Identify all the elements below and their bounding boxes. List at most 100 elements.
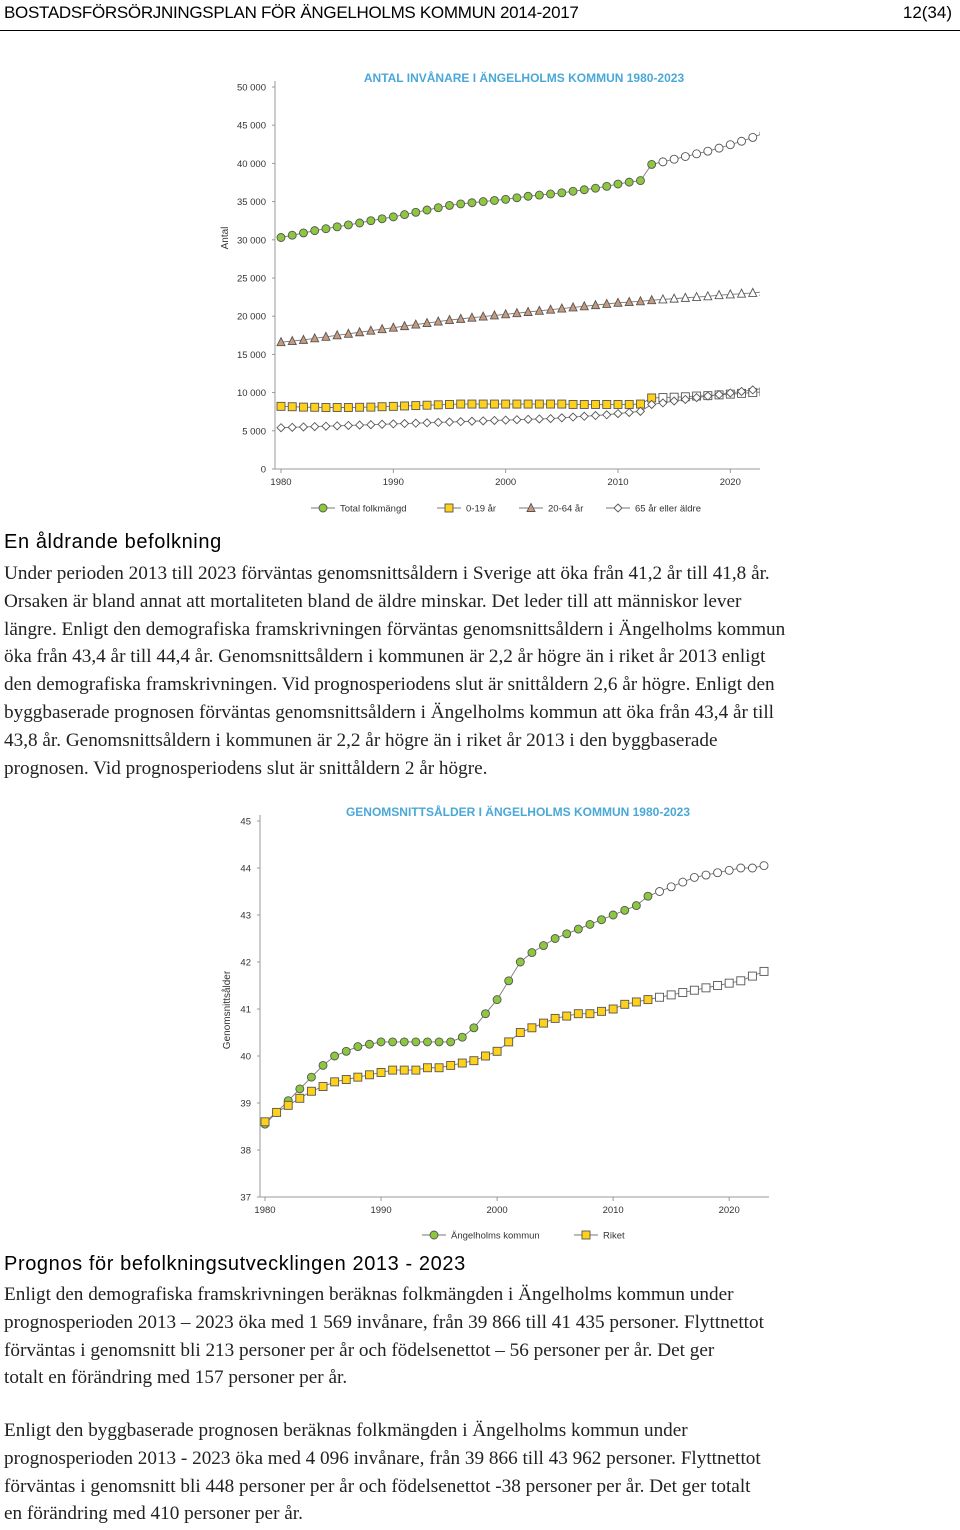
y-axis-label: Antal — [220, 227, 231, 250]
data-point — [330, 1077, 340, 1087]
series-0 — [276, 131, 760, 242]
y-tick-label: 5 000 — [242, 426, 266, 437]
data-point — [478, 399, 488, 409]
legend-label: Ängelholms kommun — [451, 1231, 540, 1242]
y-tick-label: 15 000 — [237, 350, 266, 361]
data-point — [591, 399, 600, 409]
data-point — [309, 332, 320, 343]
data-point — [701, 983, 711, 993]
data-point — [489, 399, 499, 409]
data-point — [469, 1056, 479, 1066]
data-point — [680, 394, 691, 405]
data-point — [736, 386, 747, 397]
chart-title: GENOMSNITTSÅLDER I ÄNGELHOLMS KOMMUN 198… — [346, 804, 690, 819]
data-point — [400, 401, 410, 411]
y-tick-label: 45 000 — [237, 121, 266, 132]
data-point — [602, 399, 612, 409]
data-point — [635, 176, 645, 186]
data-point — [736, 863, 746, 873]
data-point — [287, 402, 297, 412]
data-point — [444, 417, 455, 427]
legend-marker — [318, 503, 328, 513]
data-point — [631, 997, 641, 1007]
data-point — [512, 193, 522, 203]
text-line: förväntas i genomsnitt bli 448 personer … — [4, 1475, 751, 1497]
data-point — [579, 411, 589, 421]
legend-marker — [429, 1230, 439, 1240]
data-point — [433, 400, 443, 410]
data-point — [434, 1037, 444, 1047]
data-point — [467, 312, 477, 322]
data-point — [523, 191, 533, 201]
data-point — [366, 216, 376, 226]
y-tick-label: 35 000 — [237, 197, 266, 208]
text-line: Under perioden 2013 till 2023 förväntas … — [4, 563, 770, 584]
data-point — [658, 398, 668, 408]
data-point — [411, 401, 421, 411]
text-line: 43,8 år. Genomsnittsåldern i kommunen är… — [4, 729, 718, 751]
data-point — [469, 1023, 479, 1033]
data-point — [481, 1051, 490, 1061]
data-point — [515, 1028, 525, 1037]
data-point — [446, 1037, 456, 1047]
chart-title: ANTAL INVÅNARE I ÄNGELHOLMS KOMMUN 1980-… — [364, 70, 685, 85]
data-point — [692, 149, 702, 159]
data-point — [455, 313, 466, 323]
data-point — [330, 1051, 340, 1061]
data-point — [515, 957, 525, 967]
data-point — [624, 399, 634, 409]
data-point — [321, 331, 331, 341]
data-point — [478, 416, 488, 426]
data-point — [310, 226, 320, 236]
data-point — [343, 220, 353, 230]
data-point — [725, 288, 736, 299]
legend-label: 0-19 år — [466, 504, 496, 515]
data-point — [310, 402, 320, 412]
data-point — [747, 971, 757, 981]
data-point — [423, 1063, 432, 1073]
data-point — [500, 308, 511, 319]
data-point — [287, 335, 297, 345]
data-point — [689, 872, 699, 882]
y-tick-label: 45 — [240, 817, 251, 828]
data-point — [669, 396, 679, 406]
data-point — [457, 1058, 467, 1068]
legend-label: Total folkmängd — [340, 504, 407, 515]
x-tick-label: 2010 — [603, 1205, 624, 1216]
data-point — [377, 323, 387, 334]
data-point — [573, 924, 583, 934]
data-point — [597, 915, 606, 925]
data-point — [562, 1011, 572, 1021]
data-point — [534, 190, 544, 200]
data-point — [534, 399, 544, 409]
data-point — [568, 301, 578, 312]
population-chart: ANTAL INVÅNARE I ÄNGELHOLMS KOMMUN 1980-… — [220, 70, 760, 515]
legend-label: Riket — [603, 1231, 625, 1242]
y-tick-label: 30 000 — [237, 235, 266, 246]
data-point — [388, 419, 398, 429]
text-line: prognosperioden 2013 - 2023 öka med 4 09… — [4, 1447, 761, 1469]
data-point — [298, 422, 309, 432]
data-point — [298, 334, 309, 344]
x-tick-label: 2020 — [719, 1205, 740, 1216]
data-point — [736, 288, 747, 298]
data-point — [423, 1037, 432, 1047]
data-point — [714, 143, 724, 153]
y-tick-label: 38 — [240, 1146, 251, 1157]
data-point — [306, 1072, 316, 1082]
data-point — [691, 392, 702, 403]
data-point — [546, 189, 556, 199]
data-point — [399, 1037, 409, 1047]
x-tick-label: 2010 — [607, 477, 628, 488]
data-point — [620, 999, 630, 1009]
data-point — [624, 296, 634, 307]
legend-label: 20-64 år — [548, 504, 583, 515]
text-line: en förändring med 410 personer per år. — [4, 1503, 303, 1525]
text-line: Enligt den byggbaserade prognosen beräkn… — [4, 1420, 688, 1441]
data-point — [353, 1072, 363, 1082]
data-point — [343, 328, 354, 338]
data-point — [658, 157, 668, 167]
x-tick-label: 1990 — [383, 477, 404, 488]
x-tick-label: 2000 — [487, 1205, 508, 1216]
series-line — [264, 970, 765, 1123]
